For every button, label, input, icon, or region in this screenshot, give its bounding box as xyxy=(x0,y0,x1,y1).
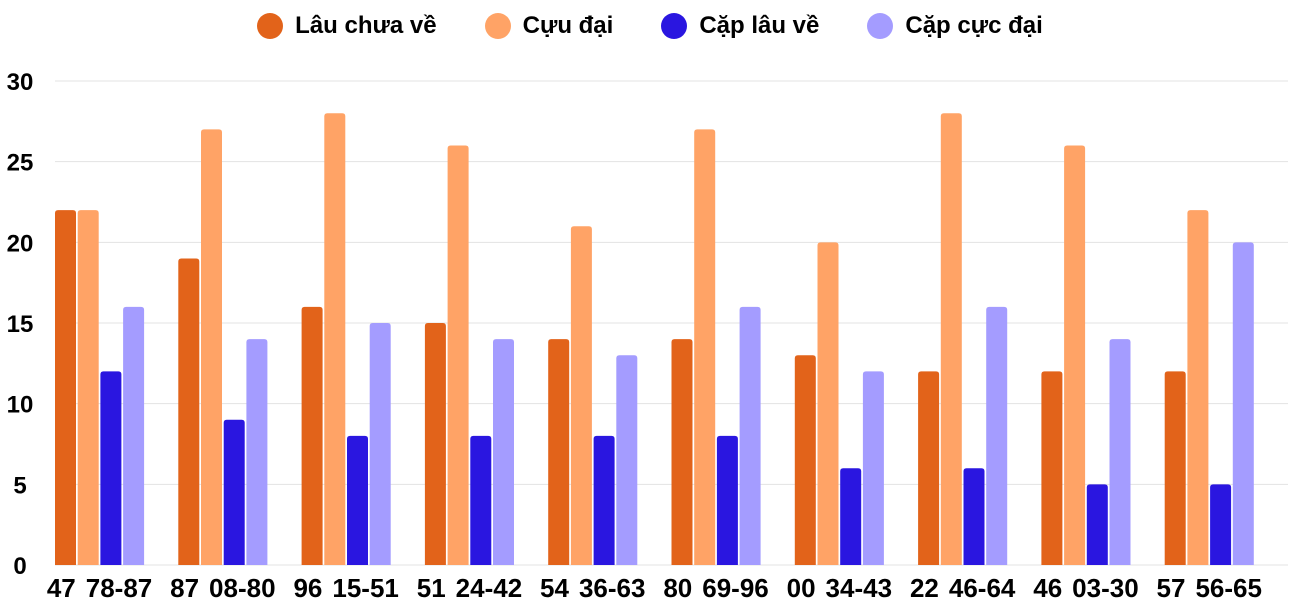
bar[interactable] xyxy=(301,306,323,565)
x-tick-number: 57 xyxy=(1157,573,1186,600)
bar[interactable] xyxy=(862,371,884,565)
bar[interactable] xyxy=(963,468,985,565)
y-tick-label: 30 xyxy=(7,69,34,96)
x-tick-pair: 56-65 xyxy=(1195,573,1262,600)
bar[interactable] xyxy=(369,323,391,565)
x-tick-number: 00 xyxy=(787,573,816,600)
bar[interactable] xyxy=(1187,210,1209,566)
bar[interactable] xyxy=(739,306,761,565)
bar[interactable] xyxy=(817,242,839,566)
x-tick-pair: 69-96 xyxy=(702,573,769,600)
bar[interactable] xyxy=(1210,484,1232,565)
x-tick-number: 96 xyxy=(293,573,322,600)
bar[interactable] xyxy=(470,435,492,565)
x-tick-number: 47 xyxy=(47,573,76,600)
x-tick-label: 80 69-96 xyxy=(663,573,768,600)
x-tick-label: 00 34-43 xyxy=(787,573,892,600)
legend-label-lau-chua-ve: Lâu chưa về xyxy=(295,12,437,39)
x-tick-pair: 15-51 xyxy=(332,573,399,600)
x-tick-pair: 36-63 xyxy=(579,573,646,600)
bar[interactable] xyxy=(347,435,368,565)
x-tick-pair: 78-87 xyxy=(86,573,153,600)
legend-label-cap-cuc-dai: Cặp cực đại xyxy=(905,12,1043,39)
legend-swatch-cuu-dai xyxy=(484,13,511,39)
bar[interactable] xyxy=(123,306,145,565)
x-tick-label: 51 24-42 xyxy=(417,573,522,600)
x-tick-pair: 08-80 xyxy=(209,573,276,600)
x-tick-number: 54 xyxy=(540,573,569,600)
bar[interactable] xyxy=(324,113,346,566)
x-tick-number: 22 xyxy=(910,573,939,600)
bar[interactable] xyxy=(178,258,200,565)
x-axis-labels: 47 78-87 87 08-80 96 15-51 51 24-42 54 36-63 80 69-… xyxy=(47,573,1262,600)
bar[interactable] xyxy=(593,435,615,565)
bar[interactable] xyxy=(77,210,99,566)
bar[interactable] xyxy=(671,339,693,565)
bar[interactable] xyxy=(100,371,122,565)
bar[interactable] xyxy=(1164,371,1186,565)
legend-item-lau-chua-ve[interactable]: Lâu chưa về xyxy=(257,12,437,40)
x-tick-label: 96 15-51 xyxy=(293,573,398,600)
x-tick-number: 80 xyxy=(663,573,692,600)
x-tick-label: 46 03-30 xyxy=(1033,573,1138,600)
bar[interactable] xyxy=(1064,145,1086,566)
y-tick-label: 10 xyxy=(7,392,34,419)
y-tick-label: 0 xyxy=(13,553,26,580)
bar[interactable] xyxy=(223,419,245,565)
y-tick-label: 15 xyxy=(7,311,34,338)
bar[interactable] xyxy=(548,339,570,565)
x-tick-number: 46 xyxy=(1033,573,1062,600)
legend-item-cap-lau-ve[interactable]: Cặp lâu về xyxy=(661,12,819,40)
x-tick-pair: 24-42 xyxy=(456,573,523,600)
bar[interactable] xyxy=(986,306,1008,565)
bar[interactable] xyxy=(1086,484,1108,565)
legend-item-cap-cuc-dai[interactable]: Cặp cực đại xyxy=(867,12,1043,40)
bar[interactable] xyxy=(55,210,76,566)
bar[interactable] xyxy=(1041,371,1063,565)
x-tick-number: 87 xyxy=(170,573,199,600)
x-tick-pair: 34-43 xyxy=(826,573,893,600)
x-tick-label: 87 08-80 xyxy=(170,573,275,600)
x-tick-label: 22 46-64 xyxy=(910,573,1016,600)
bar[interactable] xyxy=(447,145,469,566)
x-tick-number: 51 xyxy=(417,573,446,600)
bar[interactable] xyxy=(201,129,222,565)
bar[interactable] xyxy=(918,371,940,565)
bar[interactable] xyxy=(940,113,962,566)
bar[interactable] xyxy=(840,468,862,565)
x-tick-pair: 46-64 xyxy=(949,573,1016,600)
y-tick-label: 20 xyxy=(7,230,34,257)
bar[interactable] xyxy=(716,435,738,565)
bar[interactable] xyxy=(246,339,268,565)
legend-swatch-lau-chua-ve xyxy=(257,13,284,39)
bar[interactable] xyxy=(616,355,638,565)
legend: Lâu chưa về Cựu đại Cặp lâu về Cặp cực đ… xyxy=(0,12,1300,40)
bars-layer xyxy=(55,113,1254,566)
bar[interactable] xyxy=(694,129,716,565)
x-tick-label: 54 36-63 xyxy=(540,573,645,600)
x-tick-label: 57 56-65 xyxy=(1157,573,1262,600)
legend-item-cuu-dai[interactable]: Cựu đại xyxy=(484,12,614,40)
bar[interactable] xyxy=(794,355,816,565)
x-tick-pair: 03-30 xyxy=(1072,573,1139,600)
legend-swatch-cap-lau-ve xyxy=(661,13,688,39)
legend-swatch-cap-cuc-dai xyxy=(867,13,894,39)
y-tick-label: 25 xyxy=(7,150,34,177)
bar[interactable] xyxy=(493,339,514,565)
bar[interactable] xyxy=(1232,242,1254,566)
x-tick-label: 47 78-87 xyxy=(47,573,152,600)
bar[interactable] xyxy=(424,323,446,565)
y-tick-label: 5 xyxy=(13,472,26,499)
legend-label-cuu-dai: Cựu đại xyxy=(522,12,614,39)
legend-label-cap-lau-ve: Cặp lâu về xyxy=(699,12,820,39)
bar[interactable] xyxy=(570,226,592,565)
y-axis-labels: 0 5 10 15 20 25 30 xyxy=(7,69,34,580)
bar[interactable] xyxy=(1109,339,1131,565)
